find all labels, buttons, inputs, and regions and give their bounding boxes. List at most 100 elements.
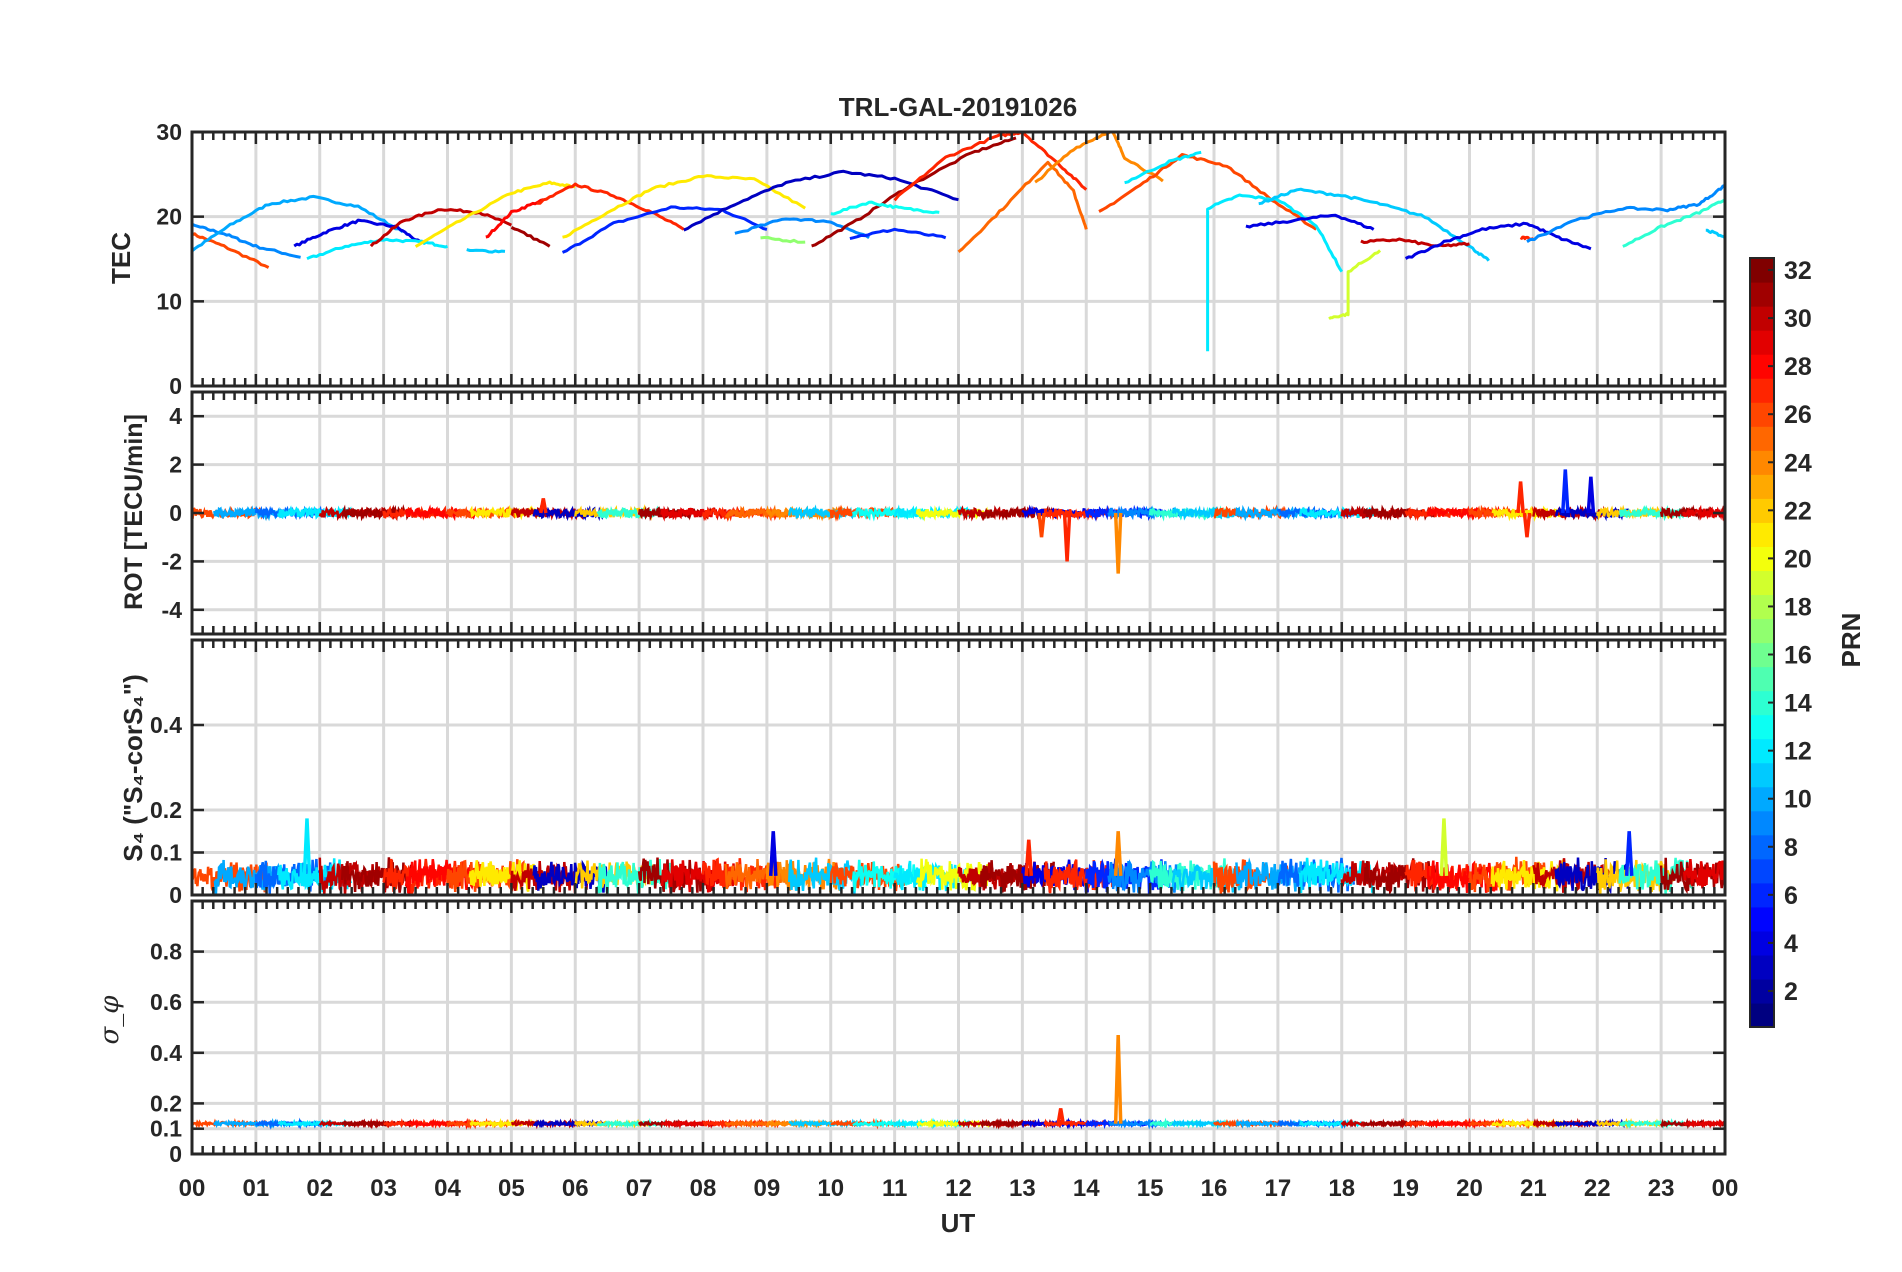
rot-series-spike xyxy=(1522,512,1532,538)
y-label-s4: S₄ ("S₄-corS₄") xyxy=(118,674,148,862)
colorbar-tick-label: 18 xyxy=(1784,593,1812,621)
colorbar-tick-label: 14 xyxy=(1784,690,1812,718)
colorbar-band xyxy=(1750,954,1774,980)
s4-series-spike xyxy=(1024,839,1034,876)
tec-series-line xyxy=(1328,249,1382,321)
tec-series-line xyxy=(893,132,1088,202)
y-tick-label: 0.8 xyxy=(150,939,182,965)
y-tick-label: 0.1 xyxy=(150,1116,182,1142)
y-tick-label: 0 xyxy=(169,373,182,399)
x-tick-label: 09 xyxy=(754,1175,781,1202)
y-tick-label: 0.2 xyxy=(150,797,182,823)
s4-series-spike xyxy=(302,818,312,876)
tec-series-line xyxy=(1705,228,1725,239)
tec-series-line xyxy=(1124,150,1202,185)
y-label-rot: ROT [TECU/min] xyxy=(120,414,148,610)
rot-series-spike xyxy=(1561,469,1570,514)
tec-series-line xyxy=(683,169,959,232)
colorbar-band xyxy=(1750,762,1774,788)
x-tick-label: 10 xyxy=(817,1175,844,1202)
colorbar-band xyxy=(1750,522,1774,547)
x-tick-label: 20 xyxy=(1456,1175,1483,1202)
axes-frames xyxy=(190,130,1727,1156)
y-tick-label: 2 xyxy=(169,452,182,478)
tec-series-line xyxy=(510,226,551,248)
x-tick-label: 13 xyxy=(1009,1175,1036,1202)
x-tick-label: 11 xyxy=(882,1175,907,1202)
x-tick-label: 21 xyxy=(1520,1175,1547,1202)
x-tick-label: 12 xyxy=(945,1175,972,1202)
y-tick-label: 0.6 xyxy=(150,989,182,1015)
s4-series-line xyxy=(1171,864,1247,893)
colorbar-band xyxy=(1750,618,1774,644)
y-tick-label: 0.2 xyxy=(150,1090,182,1116)
y-tick-label: 20 xyxy=(156,204,182,230)
colorbar-tick-label: 26 xyxy=(1784,401,1812,429)
x-tick-label: 07 xyxy=(626,1175,653,1202)
tec-series-line xyxy=(562,174,806,239)
colorbar-tick-label: 28 xyxy=(1784,353,1812,381)
colorbar-band xyxy=(1750,810,1774,836)
x-tick-label: 14 xyxy=(1073,1175,1100,1202)
tec-series-line xyxy=(760,236,806,244)
colorbar-tick-label: 24 xyxy=(1784,449,1812,477)
chart-title: TRL-GAL-20191026 xyxy=(839,92,1077,122)
y-tick-label: -2 xyxy=(162,548,182,574)
s4-series-spike xyxy=(1624,831,1634,876)
x-tick-label: 23 xyxy=(1648,1175,1675,1202)
y-label-tec: TEC xyxy=(106,232,136,284)
y-tick-label: 4 xyxy=(169,403,182,429)
colorbar-tick-label: 2 xyxy=(1784,978,1798,1006)
colorbar-tick-label: 30 xyxy=(1784,305,1812,333)
tick-labels: 3020100420-2-40.40.20.100.80.60.40.20.10… xyxy=(150,119,1738,1202)
x-tick-label: 15 xyxy=(1137,1175,1164,1202)
rot-series-line xyxy=(1682,504,1725,522)
tec-series-line xyxy=(536,182,685,231)
sigma-series-line xyxy=(1683,1119,1725,1129)
tec-series-line xyxy=(1245,213,1375,231)
y-tick-label: 0.1 xyxy=(150,840,182,866)
tec-series-line xyxy=(1404,221,1592,260)
tec-series-line xyxy=(1098,153,1318,231)
rot-series-spike xyxy=(1037,512,1046,538)
colorbar-tick-label: 12 xyxy=(1784,738,1812,766)
tec-series-line xyxy=(192,222,301,259)
tec-series-line xyxy=(466,248,506,254)
tec-series-line xyxy=(1526,183,1725,243)
x-tick-label: 02 xyxy=(306,1175,333,1202)
colorbar-band xyxy=(1750,858,1774,884)
colorbar-tick-label: 8 xyxy=(1784,834,1798,862)
tec-series-line xyxy=(1258,187,1490,262)
s4-series-spike xyxy=(768,831,778,876)
x-tick-label: 00 xyxy=(1712,1175,1739,1202)
colorbar-tick-label: 10 xyxy=(1784,786,1812,814)
x-tick-label: 16 xyxy=(1201,1175,1228,1202)
tec-series-group xyxy=(192,132,1725,352)
s4-series-line xyxy=(1682,858,1725,888)
colorbar-frame xyxy=(1749,257,1775,1028)
tec-series-line xyxy=(1360,237,1470,248)
colorbar-band xyxy=(1750,906,1774,932)
rot-series-spike xyxy=(1062,512,1072,562)
x-tick-label: 06 xyxy=(562,1175,589,1202)
y-tick-label: 30 xyxy=(156,119,182,145)
tec-series-line xyxy=(1034,132,1164,184)
y-tick-label: 0 xyxy=(169,500,182,526)
data-series xyxy=(192,132,1725,1130)
colorbar-band xyxy=(1750,666,1774,692)
rot-series-spike xyxy=(1113,512,1123,574)
tec-series-line xyxy=(957,160,1088,253)
y-label-sigma-phi: σ_φ xyxy=(95,995,125,1045)
s4-series-spike xyxy=(1113,831,1123,876)
tec-series-line xyxy=(293,218,424,248)
y-tick-label: 10 xyxy=(156,288,182,314)
colorbar-band xyxy=(1750,474,1774,499)
x-tick-label: 04 xyxy=(434,1175,461,1202)
sigma-series xyxy=(192,1035,1725,1130)
colorbar-band xyxy=(1750,426,1774,451)
x-tick-label: 00 xyxy=(179,1175,206,1202)
y-tick-label: 0.4 xyxy=(150,1040,182,1066)
colorbar-band xyxy=(1750,330,1774,355)
tec-series-line xyxy=(485,198,544,239)
